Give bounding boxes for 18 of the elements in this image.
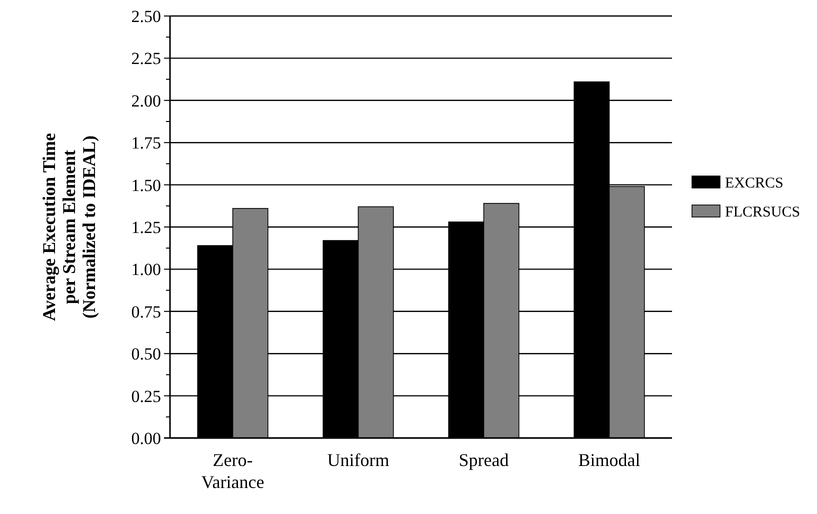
y-tick-label: 1.25: [131, 218, 161, 237]
y-tick-label: 1.00: [131, 260, 161, 280]
legend-label: EXCRCS: [725, 175, 784, 192]
y-tick-label: 2.00: [131, 91, 161, 110]
x-tick-label: Bimodal: [578, 450, 640, 470]
y-tick-label: 0.75: [131, 302, 161, 322]
y-tick-label: 2.25: [131, 49, 161, 68]
y-tick-label: 0.00: [131, 428, 161, 448]
y-tick-label: 0.50: [131, 344, 161, 364]
x-tick-label: Zero-Variance: [201, 450, 264, 492]
x-tick-label: Spread: [458, 450, 509, 470]
legend-label: FLCRSUCS: [725, 204, 800, 220]
y-tick-label: 1.50: [131, 176, 161, 195]
x-tick-label: Uniform: [327, 450, 390, 470]
y-tick-label: 2.50: [131, 6, 161, 26]
y-tick-label: 0.25: [131, 386, 161, 406]
y-tick-label: 1.75: [131, 134, 161, 153]
y-axis-title: Average Execution Time per Stream Element (Normalized to IDEAL): [39, 133, 99, 321]
